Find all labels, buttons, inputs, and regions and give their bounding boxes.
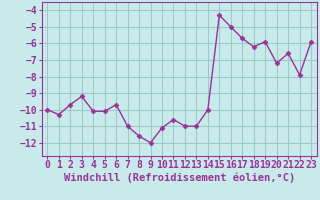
X-axis label: Windchill (Refroidissement éolien,°C): Windchill (Refroidissement éolien,°C) — [64, 173, 295, 183]
